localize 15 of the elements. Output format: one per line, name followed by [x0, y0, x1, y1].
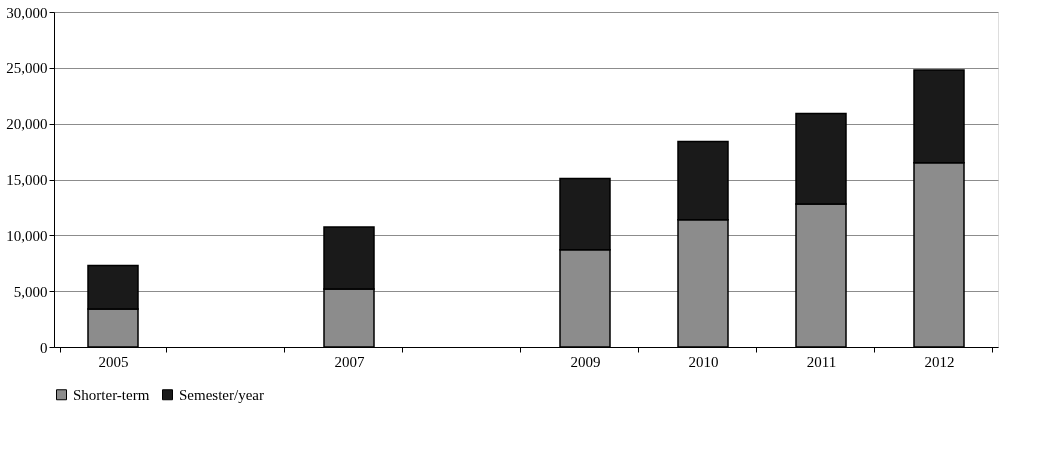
x-tick-label: 2011: [806, 353, 837, 370]
y-tick-label: 25,000: [6, 60, 48, 77]
y-tick-label: 20,000: [6, 116, 48, 133]
y-tick-label: 0: [40, 339, 48, 356]
y-tick-label: 10,000: [6, 227, 48, 244]
x-tick-label: 2010: [688, 353, 719, 370]
y-tick-label: 15,000: [6, 172, 48, 188]
legend-label: Shorter-term: [73, 386, 150, 403]
x-tick-label: 2007: [334, 353, 365, 370]
x-tick-label: 2009: [570, 353, 601, 370]
x-tick-label: 2005: [98, 353, 129, 370]
y-tick-label: 5,000: [13, 283, 48, 300]
y-tick-label: 30,000: [6, 4, 48, 21]
x-tick-label: 2012: [924, 353, 955, 370]
legend-label: Semester/year: [179, 386, 264, 403]
